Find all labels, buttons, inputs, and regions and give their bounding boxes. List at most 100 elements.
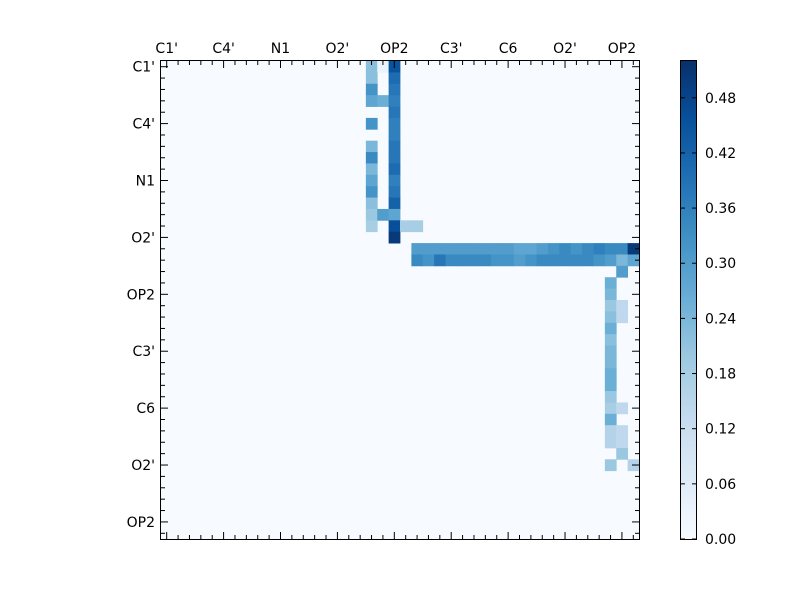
heatmap-cell bbox=[388, 197, 401, 210]
heatmap-cell bbox=[468, 254, 481, 267]
y-tick-label: C3' bbox=[132, 344, 155, 360]
heatmap-cell bbox=[570, 254, 583, 267]
heatmap-cell bbox=[377, 95, 390, 107]
heatmap-cell bbox=[388, 231, 401, 244]
heatmap-cell bbox=[400, 220, 412, 233]
heatmap-cell bbox=[377, 61, 390, 73]
heatmap-cell bbox=[604, 391, 617, 403]
heatmap-cell bbox=[491, 243, 503, 255]
y-tick-label: C4' bbox=[132, 117, 155, 133]
heatmap-cell bbox=[491, 254, 503, 267]
colorbar-tick-label: 0.36 bbox=[705, 201, 736, 217]
heatmap-cell bbox=[377, 208, 390, 221]
heatmap-cell bbox=[365, 174, 378, 187]
heatmap-cell bbox=[604, 459, 617, 472]
heatmap-cell bbox=[616, 311, 629, 324]
y-tick-label: N1 bbox=[136, 174, 155, 190]
heatmap-cell bbox=[536, 254, 549, 267]
heatmap-cell bbox=[593, 254, 606, 267]
x-tick-label: OP2 bbox=[608, 41, 636, 57]
y-tick-label: C6 bbox=[136, 401, 155, 417]
x-tick-label: C6 bbox=[499, 41, 518, 57]
heatmap-cell bbox=[616, 425, 629, 437]
heatmap-cell bbox=[604, 436, 617, 449]
heatmap-cell bbox=[365, 72, 378, 85]
heatmap-cell bbox=[604, 425, 617, 437]
heatmap-cell bbox=[627, 243, 640, 255]
heatmap-cell bbox=[616, 402, 629, 415]
heatmap-cell bbox=[479, 243, 492, 255]
heatmap-cell bbox=[434, 254, 446, 267]
heatmap-cell bbox=[604, 334, 617, 346]
heatmap-cell bbox=[616, 300, 629, 312]
colorbar-tick-label: 0.30 bbox=[705, 256, 736, 272]
x-tick-label: C3' bbox=[440, 41, 463, 57]
heatmap-cell bbox=[388, 220, 401, 233]
plot-frame bbox=[160, 60, 640, 540]
heatmap-cell bbox=[445, 254, 458, 267]
y-tick-label: O2' bbox=[131, 230, 155, 246]
heatmap-cell bbox=[604, 402, 617, 415]
heatmap-cell bbox=[365, 140, 378, 153]
heatmap-cell bbox=[388, 117, 401, 130]
heatmap-cell bbox=[388, 186, 401, 198]
heatmap-cell bbox=[388, 208, 401, 221]
heatmap-cell bbox=[365, 197, 378, 210]
heatmap-cell bbox=[616, 436, 629, 449]
colorbar-tick-label: 0.48 bbox=[705, 91, 736, 107]
heatmap-cell bbox=[411, 254, 424, 267]
heatmap-cell bbox=[604, 356, 617, 369]
heatmap-cell bbox=[411, 243, 424, 255]
axis-ticks bbox=[161, 61, 639, 539]
heatmap-cell bbox=[479, 254, 492, 267]
heatmap-cell bbox=[582, 243, 594, 255]
heatmap-cell bbox=[547, 254, 560, 267]
heatmap-cell bbox=[388, 140, 401, 153]
heatmap-cell bbox=[604, 300, 617, 312]
heatmap-cell bbox=[411, 220, 424, 233]
x-tick-label: C1' bbox=[155, 41, 178, 57]
colorbar-tick-label: 0.06 bbox=[705, 477, 736, 493]
colorbar-tick-label: 0.24 bbox=[705, 311, 736, 327]
heatmap-cell bbox=[604, 243, 617, 255]
y-tick-label: OP2 bbox=[127, 515, 155, 531]
heatmap-cell bbox=[365, 83, 378, 96]
heatmap-cell bbox=[388, 174, 401, 187]
x-tick-label: OP2 bbox=[380, 41, 408, 57]
heatmap-cell bbox=[365, 117, 378, 130]
heatmap-cell bbox=[604, 254, 617, 267]
y-tick-labels: C1' C4' N1 O2' OP2 C3' C6 O2' OP2 bbox=[127, 60, 155, 531]
heatmap-cell bbox=[365, 152, 378, 164]
heatmap-cell bbox=[456, 243, 469, 255]
y-tick-label: O2' bbox=[131, 458, 155, 474]
heatmap-cell bbox=[513, 243, 526, 255]
heatmap-cell bbox=[468, 243, 481, 255]
x-tick-label: N1 bbox=[271, 41, 290, 57]
heatmap-cell bbox=[365, 186, 378, 198]
heatmap-cell bbox=[559, 254, 572, 267]
heatmap-cell bbox=[422, 243, 435, 255]
colorbar-tick-label: 0.00 bbox=[705, 532, 736, 548]
heatmap-cell bbox=[604, 277, 617, 290]
heatmap-cell bbox=[388, 72, 401, 85]
heatmap-cell bbox=[365, 220, 378, 233]
heatmap-cell bbox=[604, 413, 617, 426]
heatmap-cell bbox=[388, 163, 401, 176]
heatmap-cell bbox=[365, 163, 378, 176]
heatmap-cell bbox=[388, 152, 401, 164]
heatmap-cell bbox=[604, 288, 617, 301]
heatmap-cell bbox=[422, 254, 435, 267]
y-tick-label: C1' bbox=[132, 60, 155, 76]
x-tick-label: O2' bbox=[553, 41, 577, 57]
heatmap-cell bbox=[525, 243, 537, 255]
x-tick-label: C4' bbox=[212, 41, 235, 57]
heatmap-cell bbox=[513, 254, 526, 267]
heatmap-cell bbox=[604, 345, 617, 358]
colorbar-tick-label: 0.12 bbox=[705, 422, 736, 438]
heatmap-cell bbox=[593, 243, 606, 255]
heatmap-cell bbox=[434, 243, 446, 255]
heatmap-cell bbox=[365, 208, 378, 221]
heatmap-cell bbox=[502, 254, 515, 267]
heatmap-cell bbox=[559, 243, 572, 255]
